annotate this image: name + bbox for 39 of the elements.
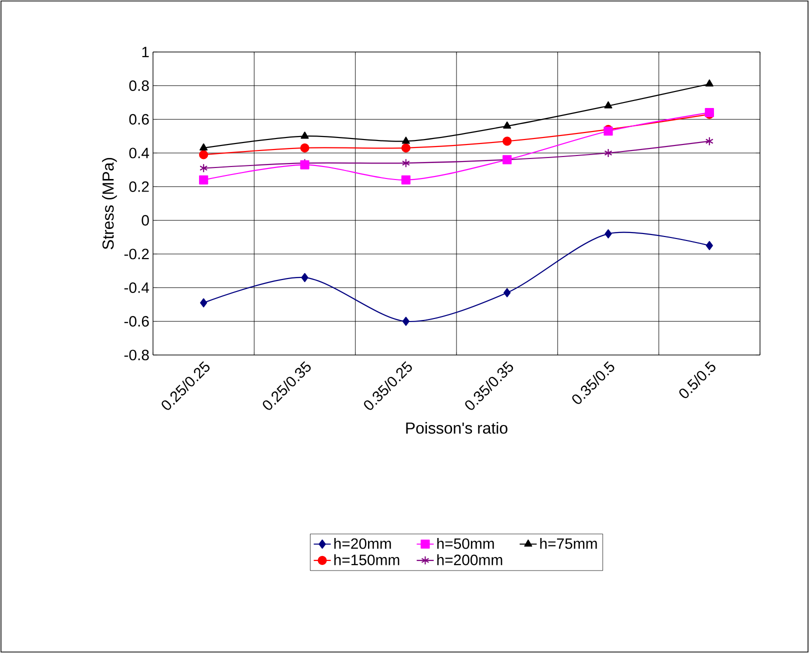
point	[300, 132, 309, 139]
point	[200, 143, 208, 150]
y-tick-label: 0.4	[129, 148, 150, 158]
point	[401, 143, 410, 152]
point	[300, 143, 310, 152]
y-tick-label: 0	[142, 215, 149, 226]
y-tick-label: -0.6	[124, 316, 149, 327]
point	[604, 101, 612, 108]
point	[705, 79, 714, 87]
y-axis-title: Stress (MPa)	[102, 158, 117, 250]
point	[502, 136, 512, 146]
point	[401, 175, 410, 184]
point	[604, 148, 612, 158]
x-axis-title: Poisson's ratio	[406, 422, 508, 434]
point	[200, 298, 208, 308]
point	[301, 273, 308, 282]
y-tick-label: -0.8	[124, 350, 149, 360]
y-tick-label: 0.6	[129, 114, 149, 125]
y-tick-label: 0.8	[129, 80, 149, 91]
point	[199, 150, 208, 160]
point	[604, 229, 612, 238]
point	[199, 175, 208, 184]
legend-label: h=20mm	[334, 538, 391, 549]
point	[200, 164, 208, 173]
point	[402, 136, 410, 144]
point	[402, 316, 410, 326]
legend-label: h=75mm	[540, 538, 597, 549]
point	[706, 241, 713, 250]
y-tick-label: 0.2	[129, 181, 149, 192]
point	[503, 122, 512, 129]
legend-label: h=50mm	[437, 538, 494, 549]
y-tick-label: -0.2	[124, 248, 149, 260]
point	[705, 136, 714, 146]
y-tick-label: 1	[142, 46, 149, 58]
legend-label: h=200mm	[437, 554, 502, 566]
point	[504, 288, 511, 298]
legend-label: h=150mm	[334, 554, 400, 566]
point	[402, 158, 410, 168]
y-tick-label: -0.4	[124, 282, 150, 293]
